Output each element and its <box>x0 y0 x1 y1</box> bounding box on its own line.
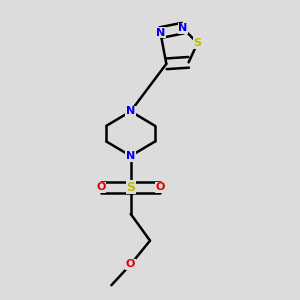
Text: N: N <box>178 23 187 33</box>
Text: O: O <box>96 182 106 192</box>
Text: S: S <box>126 181 135 194</box>
Text: O: O <box>126 260 135 269</box>
Text: N: N <box>156 28 165 38</box>
Text: S: S <box>194 38 202 48</box>
Text: N: N <box>126 151 135 161</box>
Text: O: O <box>156 182 165 192</box>
Text: N: N <box>126 106 135 116</box>
